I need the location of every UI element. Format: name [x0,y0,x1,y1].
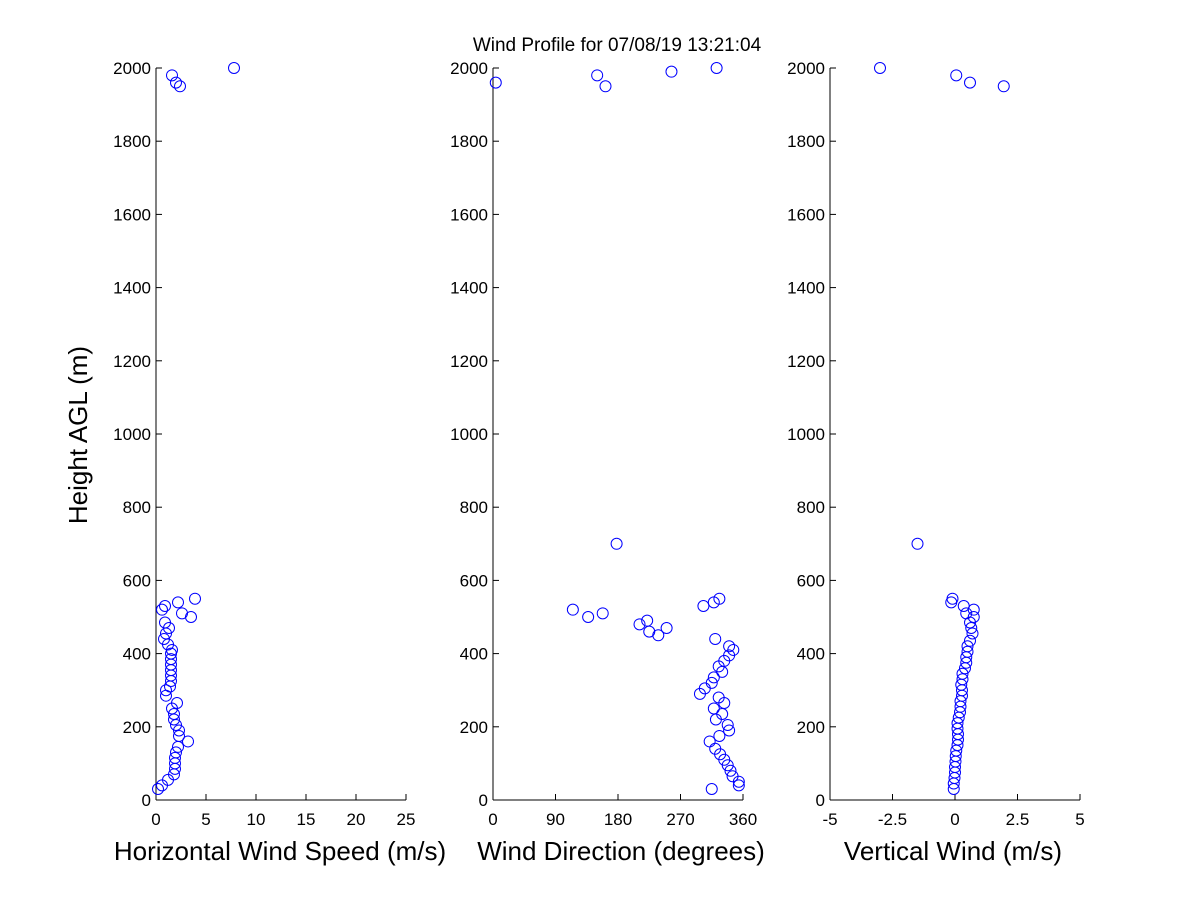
y-tick-label: 1800 [113,132,151,151]
figure-title: Wind Profile for 07/08/19 13:21:04 [473,35,762,56]
x-tick-label: 360 [729,810,757,829]
data-point [229,63,240,74]
data-point [714,730,725,741]
data-point [951,70,962,81]
x-tick-label: 15 [297,810,316,829]
x-tick-label: 90 [546,810,565,829]
y-tick-label: 2000 [450,59,488,78]
x-tick-label: 10 [247,810,266,829]
y-tick-label: 400 [797,645,825,664]
x-tick-label: 270 [666,810,694,829]
data-point [698,601,709,612]
y-tick-label: 400 [460,645,488,664]
data-point [710,633,721,644]
x-axis-label-vertical-wind: Vertical Wind (m/s) [844,836,1062,866]
y-tick-label: 0 [816,791,825,810]
y-tick-label: 600 [460,571,488,590]
x-tick-label: 25 [397,810,416,829]
data-point [611,538,622,549]
x-tick-label: 0 [950,810,959,829]
y-tick-label: 1800 [787,132,825,151]
y-tick-label: 800 [123,498,151,517]
data-point [190,593,201,604]
panel-vertical-wind: 0 200 400 600 800 1000 1200 1400 1600 1800 2000 -5 -… [787,59,1085,829]
y-tick-label: 2000 [787,59,825,78]
data-point [711,63,722,74]
y-tick-label: 800 [797,498,825,517]
x-tick-label: 2.5 [1006,810,1030,829]
data-point [490,77,501,88]
data-point [597,608,608,619]
y-tick-label: 1600 [450,205,488,224]
y-tick-label: 0 [142,791,151,810]
x-tick-label: 0 [151,810,160,829]
y-tick-label: 1400 [450,279,488,298]
data-point [644,626,655,637]
data-point [661,622,672,633]
data-point [592,70,603,81]
data-point [157,604,168,615]
y-tick-label: 1200 [450,352,488,371]
data-point [583,612,594,623]
data-point [965,77,976,88]
x-tick-label: 0 [488,810,497,829]
data-point [958,601,969,612]
data-point [706,784,717,795]
y-tick-label: 1400 [787,279,825,298]
x-axis-label-wind-direction: Wind Direction (degrees) [477,836,765,866]
x-axis-label-horizontal-wind-speed: Horizontal Wind Speed (m/s) [114,836,446,866]
x-tick-label: -5 [822,810,837,829]
y-tick-label: 1600 [113,205,151,224]
y-tick-label: 1200 [787,352,825,371]
y-tick-label: 2000 [113,59,151,78]
y-tick-label: 1800 [450,132,488,151]
y-tick-label: 200 [123,718,151,737]
y-tick-label: 200 [460,718,488,737]
panel-horizontal-wind-speed: 0 200 400 600 800 1000 1200 1400 1600 1800 2000 0 5 1… [113,59,415,829]
data-point [567,604,578,615]
y-axis-label: Height AGL (m) [63,346,93,524]
data-point [998,81,1009,92]
data-point [875,63,886,74]
y-tick-label: 1600 [787,205,825,224]
y-tick-label: 1000 [113,425,151,444]
x-tick-label: 5 [201,810,210,829]
y-tick-label: 1400 [113,279,151,298]
y-tick-label: 600 [797,571,825,590]
y-tick-label: 400 [123,645,151,664]
x-tick-label: -2.5 [878,810,907,829]
y-tick-label: 200 [797,718,825,737]
data-point [177,608,188,619]
panel-wind-direction: 0 200 400 600 800 1000 1200 1400 1600 1800 2000 0 90… [450,59,757,829]
y-tick-label: 1000 [450,425,488,444]
y-tick-label: 0 [479,791,488,810]
y-tick-label: 800 [460,498,488,517]
data-point [666,66,677,77]
x-tick-label: 20 [347,810,366,829]
y-tick-label: 1200 [113,352,151,371]
data-point [173,597,184,608]
x-tick-label: 180 [604,810,632,829]
y-tick-label: 1000 [787,425,825,444]
data-point [947,593,958,604]
data-point [708,703,719,714]
data-point [600,81,611,92]
data-point [704,736,715,747]
x-tick-label: 5 [1075,810,1084,829]
data-point [160,601,171,612]
y-tick-label: 600 [123,571,151,590]
data-point [912,538,923,549]
